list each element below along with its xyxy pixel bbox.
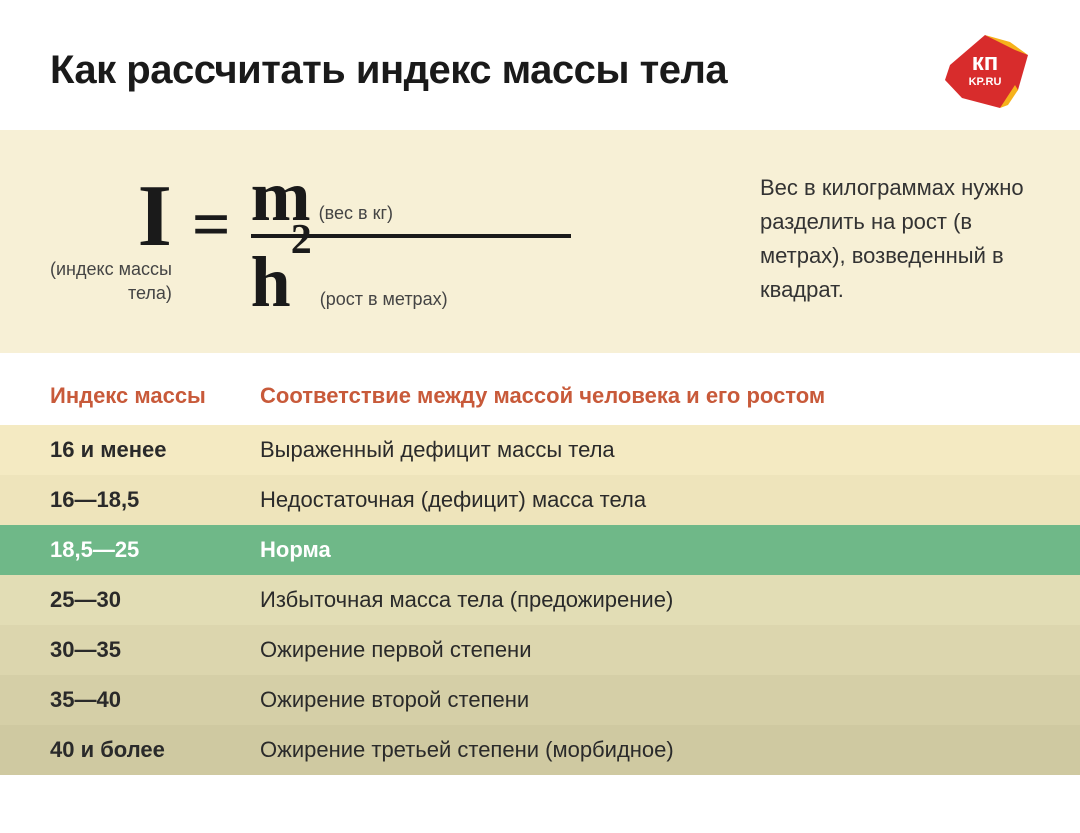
table-col1-header: Индекс массы [50, 383, 260, 409]
table-row: 30—35Ожирение первой степени [0, 625, 1080, 675]
bmi-range: 18,5—25 [50, 537, 260, 563]
table-row: 16 и менееВыраженный дефицит массы тела [0, 425, 1080, 475]
formula-I-label: (индекс массы тела) [50, 257, 172, 306]
bmi-range: 30—35 [50, 637, 260, 663]
svg-text:кп: кп [972, 49, 999, 76]
bmi-range: 25—30 [50, 587, 260, 613]
bmi-description: Выраженный дефицит массы тела [260, 437, 1030, 463]
bmi-range: 40 и более [50, 737, 260, 763]
formula-numerator-label: (вес в кг) [319, 203, 393, 224]
formula-explanation: Вес в килограммах нужно разделить на рос… [760, 171, 1030, 307]
formula-denominator-label: (рост в метрах) [320, 289, 448, 310]
page-title: Как рассчитать индекс массы тела [50, 48, 727, 93]
kp-logo: кп KP.RU [940, 30, 1030, 110]
bmi-description: Ожирение второй степени [260, 687, 1030, 713]
table-row: 40 и болееОжирение третьей степени (морб… [0, 725, 1080, 775]
table-row: 35—40Ожирение второй степени [0, 675, 1080, 725]
bmi-range: 35—40 [50, 687, 260, 713]
bmi-description: Недостаточная (дефицит) масса тела [260, 487, 1030, 513]
formula-equals: = [192, 185, 231, 264]
bmi-range: 16 и менее [50, 437, 260, 463]
bmi-description: Избыточная масса тела (предожирение) [260, 587, 1030, 613]
svg-text:KP.RU: KP.RU [969, 76, 1002, 88]
table-row: 25—30Избыточная масса тела (предожирение… [0, 575, 1080, 625]
table-col2-header: Соответствие между массой человека и его… [260, 383, 825, 409]
table-row: 16—18,5Недостаточная (дефицит) масса тел… [0, 475, 1080, 525]
bmi-formula: I (индекс массы тела) = m (вес в кг) h2 … [50, 160, 700, 318]
formula-panel: I (индекс массы тела) = m (вес в кг) h2 … [0, 130, 1080, 353]
bmi-table: Индекс массы Соответствие между массой ч… [0, 353, 1080, 775]
bmi-description: Норма [260, 537, 1030, 563]
table-header-row: Индекс массы Соответствие между массой ч… [0, 383, 1080, 425]
formula-I-symbol: I [138, 173, 172, 261]
bmi-description: Ожирение первой степени [260, 637, 1030, 663]
bmi-range: 16—18,5 [50, 487, 260, 513]
table-row: 18,5—25Норма [0, 525, 1080, 575]
bmi-description: Ожирение третьей степени (морбидное) [260, 737, 1030, 763]
formula-denominator-symbol: h2 [251, 246, 312, 318]
